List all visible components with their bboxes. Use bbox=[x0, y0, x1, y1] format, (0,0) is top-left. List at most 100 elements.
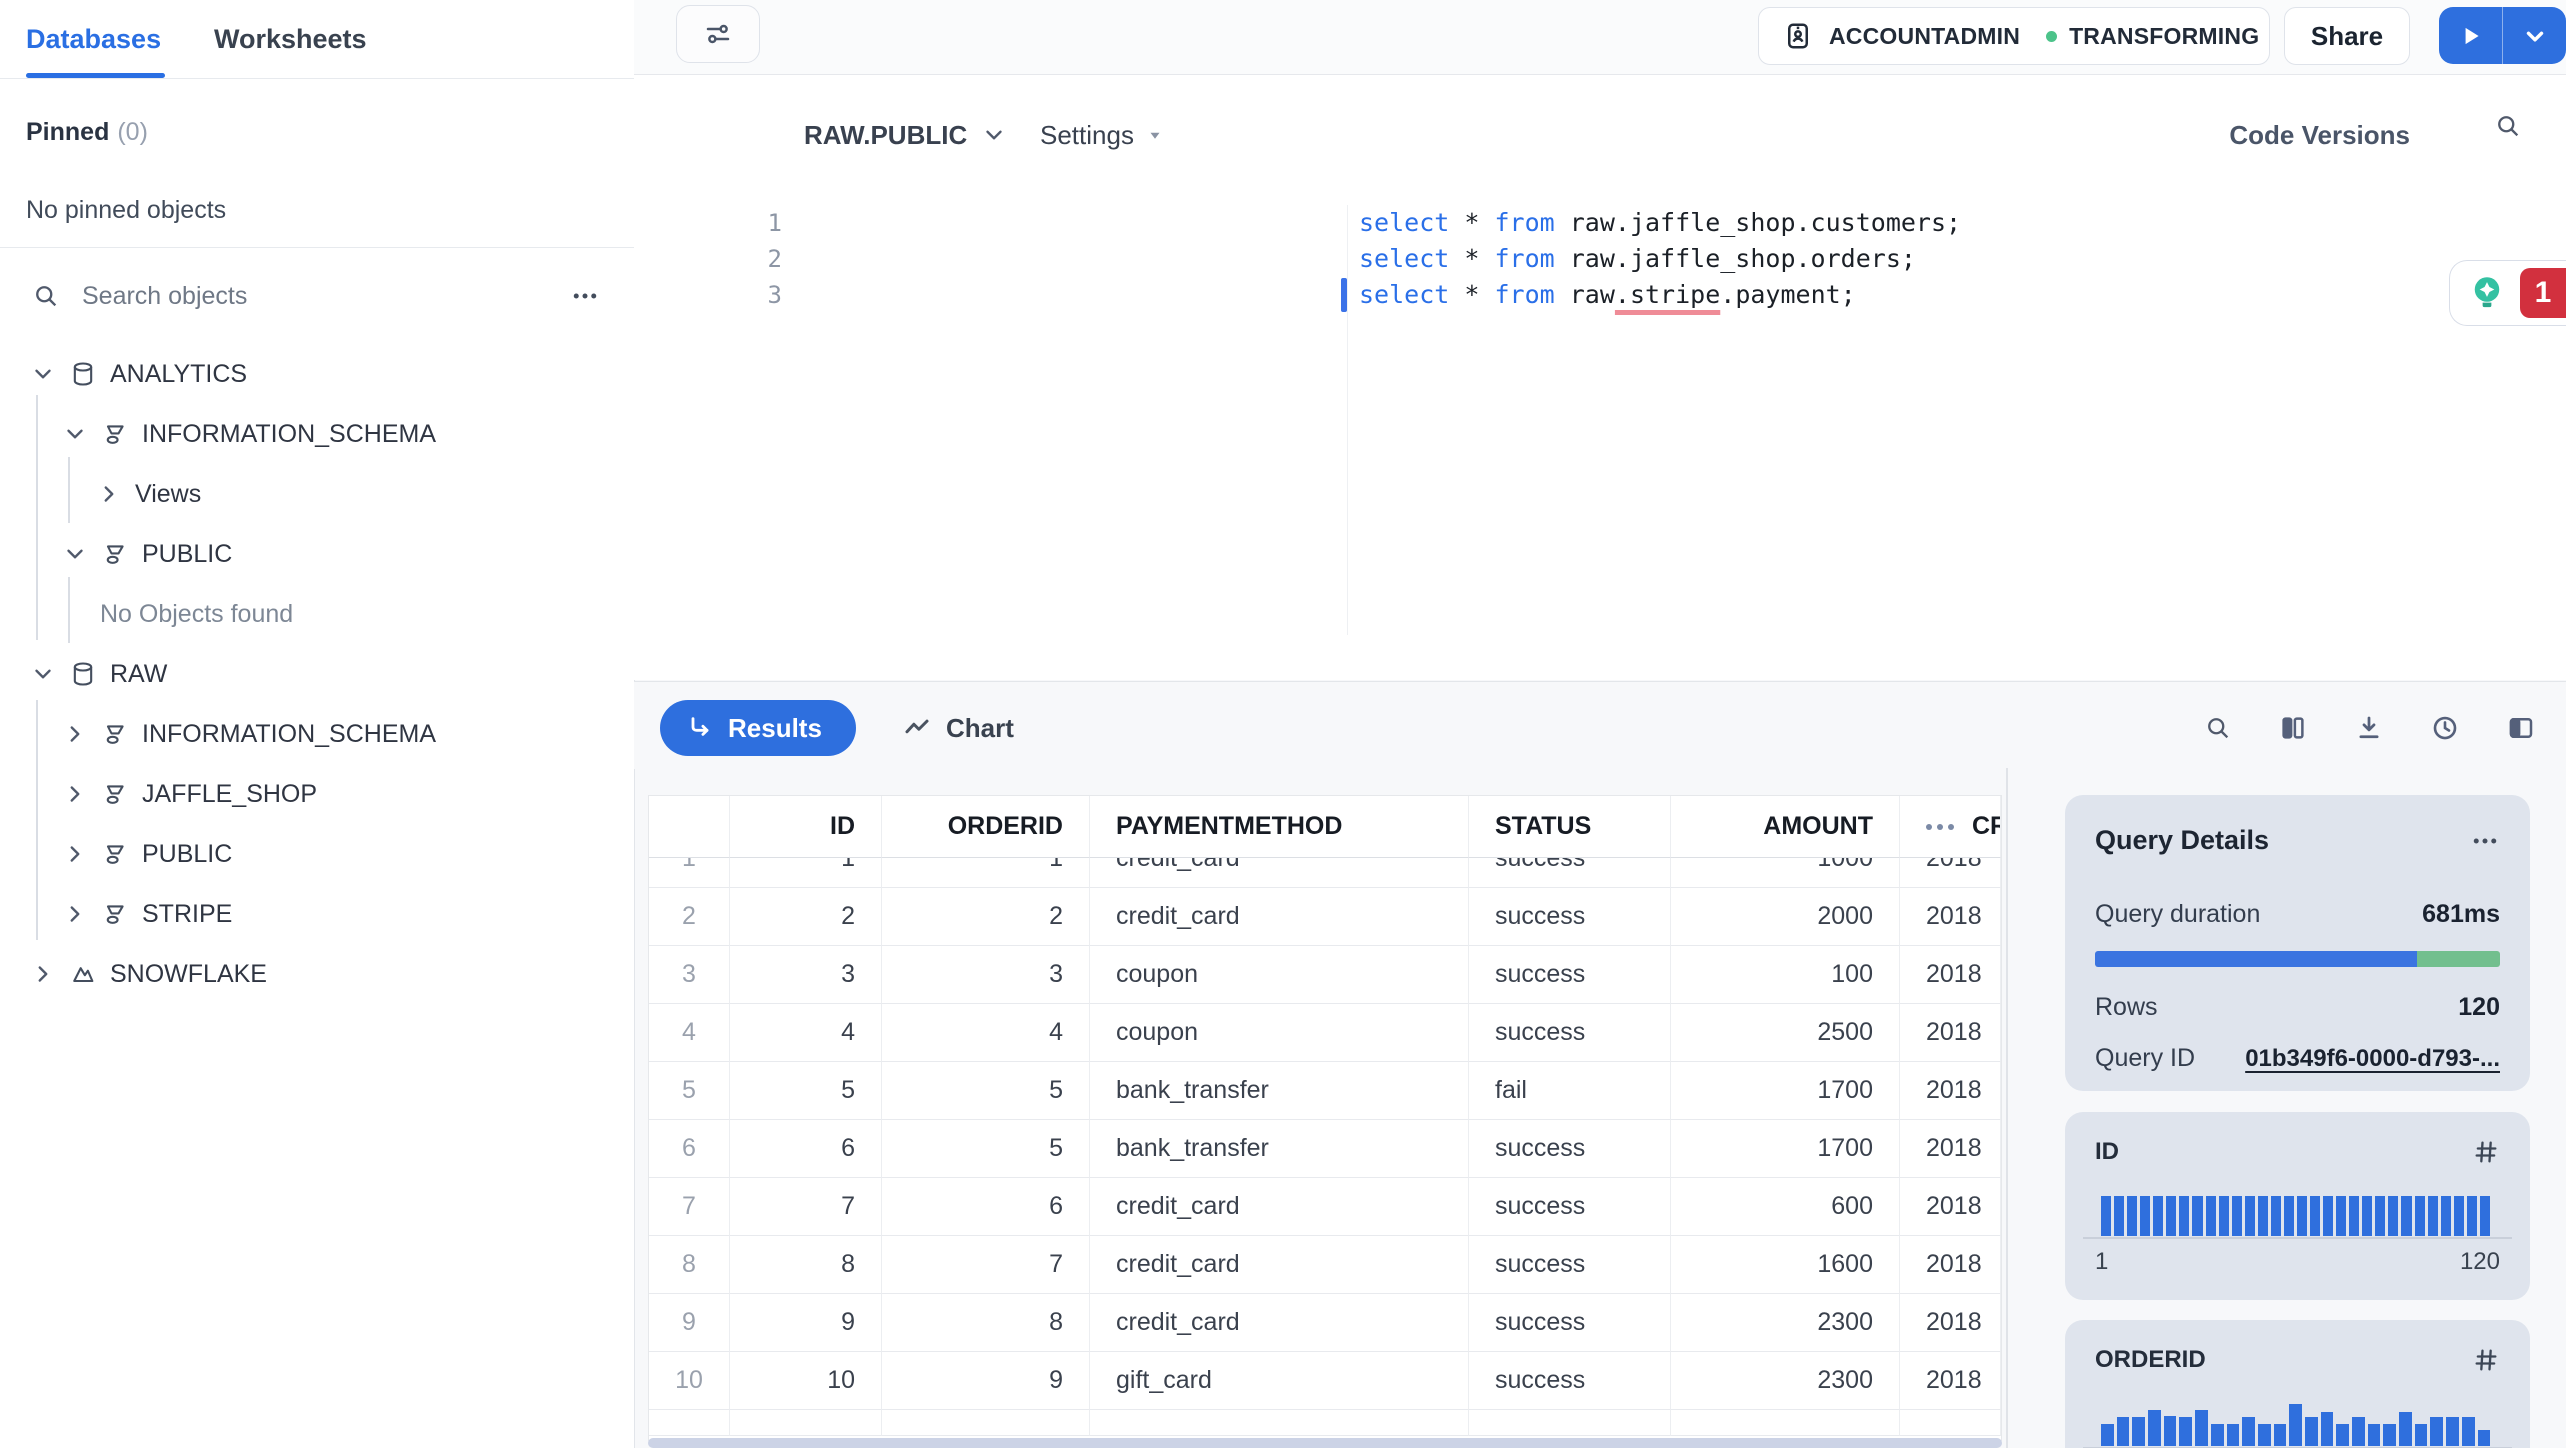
share-button[interactable]: Share bbox=[2284, 7, 2410, 65]
table-row[interactable]: 1 1 1 credit_card success 1000 2018 bbox=[649, 858, 2001, 888]
column-settings-icon[interactable] bbox=[2278, 713, 2308, 743]
tab-databases[interactable]: Databases bbox=[26, 0, 166, 78]
chevron-right-icon[interactable] bbox=[62, 781, 88, 807]
search-objects-input[interactable]: Search objects bbox=[82, 281, 248, 310]
code-line[interactable]: 2 select * from raw.jaffle_shop.orders; bbox=[634, 241, 2566, 277]
histogram-bar bbox=[2270, 1196, 2281, 1236]
tree-item-label: INFORMATION_SCHEMA bbox=[142, 719, 436, 748]
copilot-suggestion-pill[interactable]: 1 bbox=[2449, 260, 2566, 326]
sql-code-area[interactable]: 1 select * from raw.jaffle_shop.customers… bbox=[634, 205, 2566, 313]
database-icon bbox=[69, 360, 97, 388]
column-header-created[interactable]: CREATED bbox=[1900, 796, 2001, 858]
tree-item-views[interactable]: Views bbox=[0, 464, 634, 524]
query-id-link[interactable]: 01b349f6-0000-d793-... bbox=[2245, 1044, 2500, 1072]
tree-item-label: Views bbox=[135, 479, 202, 508]
custom-filters-button[interactable] bbox=[676, 5, 760, 63]
tree-item-snowflake[interactable]: SNOWFLAKE bbox=[0, 944, 634, 1004]
chevron-right-icon[interactable] bbox=[30, 961, 56, 987]
row-number: 4 bbox=[649, 1004, 730, 1062]
tree-item-public[interactable]: PUBLIC bbox=[0, 824, 634, 884]
histogram-bar bbox=[2461, 1417, 2475, 1446]
row-number: 10 bbox=[649, 1352, 730, 1410]
tree-item-information-schema[interactable]: INFORMATION_SCHEMA bbox=[0, 704, 634, 764]
schema-icon bbox=[101, 720, 129, 748]
table-row[interactable]: 9 9 8 credit_card success 2300 2018 bbox=[649, 1294, 2001, 1352]
rows-value: 120 bbox=[2458, 993, 2500, 1021]
table-row[interactable]: 6 6 5 bank_transfer success 1700 2018 bbox=[649, 1120, 2001, 1178]
column-header-paymentmethod[interactable]: PAYMENTMETHOD bbox=[1090, 796, 1469, 858]
settings-dropdown[interactable]: Settings bbox=[1040, 105, 1164, 165]
tab-chart[interactable]: Chart bbox=[902, 700, 1014, 756]
tree-item-information-schema[interactable]: INFORMATION_SCHEMA bbox=[0, 404, 634, 464]
histogram-bar bbox=[2101, 1424, 2114, 1446]
orderid-histogram[interactable] bbox=[2101, 1404, 2491, 1446]
table-cell: 1 bbox=[882, 858, 1090, 888]
schema-icon bbox=[101, 420, 129, 448]
more-options-icon[interactable] bbox=[2470, 826, 2500, 856]
chevron-right-icon[interactable] bbox=[62, 901, 88, 927]
table-row[interactable]: 10 10 9 gift_card success 2300 2018 bbox=[649, 1352, 2001, 1410]
table-row[interactable]: 7 7 6 credit_card success 600 2018 bbox=[649, 1178, 2001, 1236]
search-results-icon[interactable] bbox=[2204, 714, 2232, 742]
chevron-down-icon[interactable] bbox=[30, 361, 56, 387]
table-body-viewport[interactable]: 1 1 1 credit_card success 1000 2018 2 2 2 credit_c… bbox=[649, 858, 2001, 1441]
table-cell: 5 bbox=[882, 1062, 1090, 1120]
code-versions-button[interactable]: Code Versions bbox=[2229, 105, 2410, 165]
search-icon[interactable] bbox=[2494, 112, 2522, 140]
chevron-down-icon[interactable] bbox=[62, 541, 88, 567]
table-cell: 600 bbox=[1671, 1178, 1900, 1236]
histogram-bar bbox=[2257, 1196, 2268, 1236]
chevron-down-icon[interactable] bbox=[30, 661, 56, 687]
horizontal-scrollbar[interactable] bbox=[648, 1438, 2002, 1448]
tab-results[interactable]: Results bbox=[660, 700, 856, 756]
tree-item-label: PUBLIC bbox=[142, 839, 233, 868]
column-header-id[interactable]: ID bbox=[730, 796, 882, 858]
table-row[interactable]: 3 3 3 coupon success 100 2018 bbox=[649, 946, 2001, 1004]
download-results-icon[interactable] bbox=[2354, 713, 2384, 743]
histogram-bar bbox=[2195, 1410, 2208, 1446]
role-warehouse-selector[interactable]: ACCOUNTADMIN TRANSFORMING bbox=[1758, 7, 2270, 65]
tree-item-jaffle-shop[interactable]: JAFFLE_SHOP bbox=[0, 764, 634, 824]
histogram-axis bbox=[2083, 1237, 2512, 1239]
error-underlined-token: .stripe bbox=[1614, 280, 1721, 309]
table-row[interactable]: 4 4 4 coupon success 2500 2018 bbox=[649, 1004, 2001, 1062]
chevron-down-icon[interactable] bbox=[62, 421, 88, 447]
tree-item-stripe[interactable]: STRIPE bbox=[0, 884, 634, 944]
database-context-selector[interactable]: RAW.PUBLIC bbox=[804, 105, 1007, 165]
id-histogram[interactable] bbox=[2101, 1186, 2490, 1236]
chevron-right-icon[interactable] bbox=[96, 481, 122, 507]
results-table: ID ORDERID PAYMENTMETHOD STATUS AMOUNT CREATE… bbox=[648, 795, 2002, 1441]
tree-item-public[interactable]: PUBLIC bbox=[0, 524, 634, 584]
tree-item-analytics[interactable]: ANALYTICS bbox=[0, 344, 634, 404]
tree-empty-message: No Objects found bbox=[0, 584, 634, 644]
run-button[interactable] bbox=[2439, 7, 2503, 64]
table-cell: 2018 bbox=[1900, 1004, 2001, 1062]
pinned-empty-message: No pinned objects bbox=[26, 196, 227, 224]
histogram-bar bbox=[2388, 1196, 2399, 1236]
more-options-icon[interactable] bbox=[570, 281, 600, 311]
column-header-status[interactable]: STATUS bbox=[1469, 796, 1671, 858]
worksheet-topbar: ACCOUNTADMIN TRANSFORMING Share bbox=[634, 0, 2566, 75]
table-row[interactable]: 5 5 5 bank_transfer fail 1700 2018 bbox=[649, 1062, 2001, 1120]
line-number: 2 bbox=[767, 245, 782, 273]
column-menu-icon[interactable] bbox=[1926, 823, 1954, 830]
duration-segment-execution bbox=[2095, 951, 2418, 967]
table-row[interactable]: 2 2 2 credit_card success 2000 2018 bbox=[649, 888, 2001, 946]
table-row[interactable]: 8 8 7 credit_card success 1600 2018 bbox=[649, 1236, 2001, 1294]
column-header-amount[interactable]: AMOUNT bbox=[1671, 796, 1900, 858]
query-id-label: Query ID bbox=[2095, 1044, 2196, 1072]
tree-item-raw[interactable]: RAW bbox=[0, 644, 634, 704]
chevron-right-icon[interactable] bbox=[62, 721, 88, 747]
chevron-right-icon[interactable] bbox=[62, 841, 88, 867]
code-line[interactable]: 1 select * from raw.jaffle_shop.customers… bbox=[634, 205, 2566, 241]
table-cell: 4 bbox=[882, 1004, 1090, 1062]
column-header-orderid[interactable]: ORDERID bbox=[882, 796, 1090, 858]
toggle-side-panel-icon[interactable] bbox=[2506, 713, 2536, 743]
table-cell: success bbox=[1469, 1352, 1671, 1410]
table-cell: 1 bbox=[730, 858, 882, 888]
code-line[interactable]: 3 select * from raw.stripe.payment; bbox=[634, 277, 2566, 313]
tab-worksheets[interactable]: Worksheets bbox=[214, 0, 367, 78]
run-options-button[interactable] bbox=[2503, 7, 2566, 64]
query-history-icon[interactable] bbox=[2430, 713, 2460, 743]
